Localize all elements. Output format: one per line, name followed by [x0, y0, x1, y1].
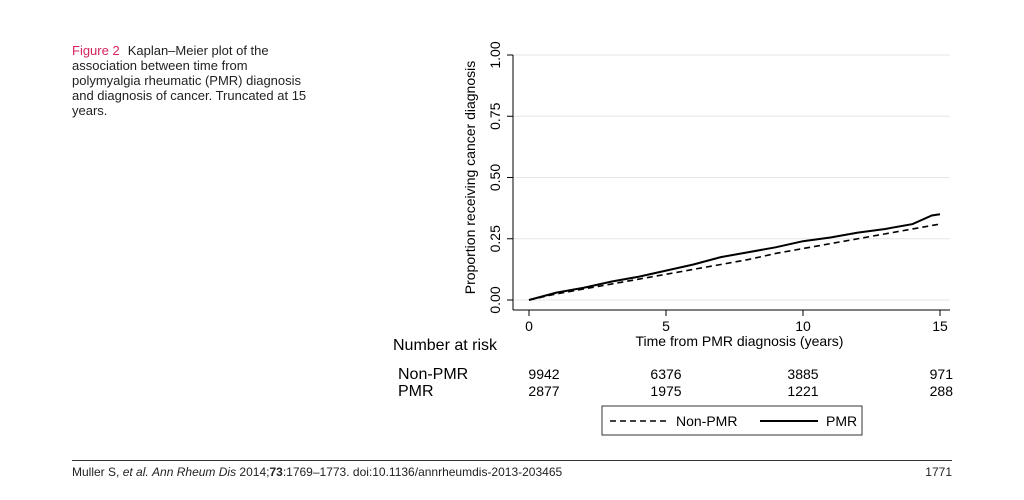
risk-cell: 6376 — [650, 366, 681, 382]
citation-pages: :1769–1773. doi:10.1136/annrheumdis-2013… — [282, 465, 563, 479]
risk-cell: 1975 — [650, 383, 681, 399]
risk-table: Non-PMR 9942 6376 3885 971 PMR 2877 1975 1221 288 — [398, 366, 953, 400]
citation-year: 2014; — [236, 465, 270, 479]
footer-divider — [72, 460, 952, 461]
legend: Non-PMR PMR — [601, 405, 863, 436]
risk-cell: 288 — [930, 383, 954, 399]
kaplan-meier-chart: 0.00 0.25 0.50 0.75 1.00 0 5 10 15 Proportion re… — [393, 41, 953, 436]
risk-cell: 3885 — [787, 366, 818, 382]
risk-row-label: PMR — [398, 383, 434, 400]
y-tick-label: 1.00 — [487, 41, 503, 68]
x-tick-label: 5 — [662, 318, 670, 334]
page-number: 1771 — [925, 465, 952, 479]
risk-cell: 1221 — [787, 383, 818, 399]
risk-table-title: Number at risk — [393, 337, 498, 354]
risk-cell: 2877 — [528, 383, 559, 399]
series-line-non-pmr — [528, 223, 941, 301]
x-axis-label: Time from PMR diagnosis (years) — [636, 333, 844, 349]
series-layer — [528, 213, 941, 301]
citation-authors: Muller S, — [72, 465, 123, 479]
axes-layer: 0.00 0.25 0.50 0.75 1.00 0 5 10 15 — [487, 41, 950, 334]
figure-caption-text: Kaplan–Meier plot of the association bet… — [72, 43, 307, 118]
risk-cell: 971 — [930, 366, 954, 382]
figure-caption: Figure 2 Kaplan–Meier plot of the associa… — [72, 43, 312, 118]
figure-label: Figure 2 — [72, 43, 120, 58]
citation-etal: et al. — [122, 465, 149, 479]
x-tick-label: 0 — [525, 318, 533, 334]
risk-row-label: Non-PMR — [398, 366, 468, 383]
footer-citation: Muller S, et al. Ann Rheum Dis 2014;73:1… — [72, 465, 562, 479]
y-tick-label: 0.00 — [487, 286, 503, 313]
citation-journal: Ann Rheum Dis — [152, 465, 237, 479]
y-tick-label: 0.25 — [487, 225, 503, 252]
y-axis-label: Proportion receiving cancer diagnosis — [462, 61, 478, 294]
y-tick-label: 0.50 — [487, 164, 503, 191]
grid-layer — [513, 54, 950, 301]
x-tick-label: 10 — [795, 318, 811, 334]
risk-cell: 9942 — [528, 366, 559, 382]
legend-label-non-pmr: Non-PMR — [676, 413, 737, 429]
x-tick-label: 15 — [932, 318, 948, 334]
citation-volume: 73 — [269, 465, 283, 479]
y-tick-label: 0.75 — [487, 102, 503, 129]
series-line-pmr — [528, 213, 941, 301]
legend-label-pmr: PMR — [826, 413, 857, 429]
